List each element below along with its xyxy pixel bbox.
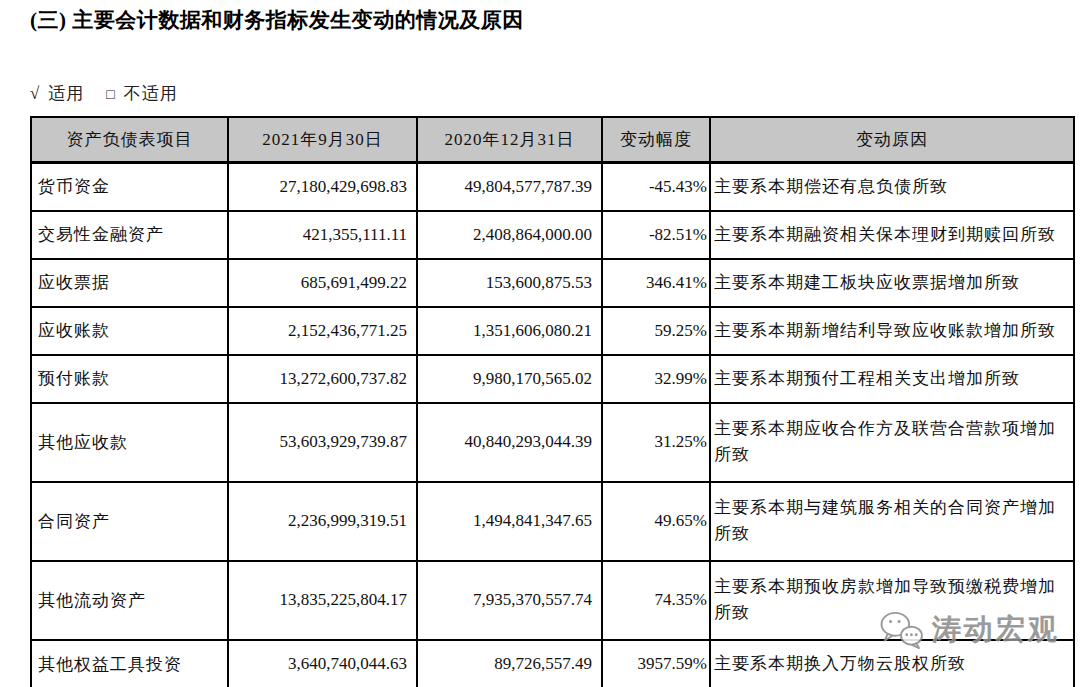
wechat-icon [878,611,924,649]
item-cell: 预付账款 [31,355,228,403]
value-2021-cell: 3,640,740,044.63 [228,640,417,687]
watermark: 涛动宏观 [878,610,1060,650]
value-2021-cell: 13,272,600,737.82 [228,355,417,403]
item-cell: 合同资产 [31,482,228,561]
item-cell: 应收账款 [31,307,228,355]
change-cell: 59.25% [602,307,710,355]
value-2021-cell: 2,152,436,771.25 [228,307,417,355]
applicability-line: √ 适用 □ 不适用 [30,82,178,105]
item-cell: 货币资金 [31,163,228,211]
change-cell: -82.51% [602,211,710,259]
table-row: 货币资金27,180,429,698.8349,804,577,787.39-4… [31,163,1074,211]
watermark-text: 涛动宏观 [932,610,1060,650]
change-cell: -45.43% [602,163,710,211]
value-2021-cell: 27,180,429,698.83 [228,163,417,211]
value-2021-cell: 2,236,999,319.51 [228,482,417,561]
applicable-label: 适用 [48,82,84,105]
change-cell: 74.35% [602,561,710,640]
item-cell: 其他权益工具投资 [31,640,228,687]
item-cell: 交易性金融资产 [31,211,228,259]
item-cell: 其他应收款 [31,403,228,482]
value-2020-cell: 89,726,557.49 [417,640,602,687]
reason-cell: 主要系本期应收合作方及联营合营款项增加所致 [710,403,1074,482]
reason-cell: 主要系本期预付工程相关支出增加所致 [710,355,1074,403]
table-row: 交易性金融资产421,355,111.112,408,864,000.00-82… [31,211,1074,259]
value-2020-cell: 1,494,841,347.65 [417,482,602,561]
table-row: 预付账款13,272,600,737.829,980,170,565.0232.… [31,355,1074,403]
header-reason: 变动原因 [710,117,1074,163]
change-cell: 346.41% [602,259,710,307]
reason-cell: 主要系本期偿还有息负债所致 [710,163,1074,211]
balance-sheet-change-table: 资产负债表项目 2021年9月30日 2020年12月31日 变动幅度 变动原因… [30,116,1075,687]
header-2020: 2020年12月31日 [417,117,602,163]
value-2020-cell: 153,600,875.53 [417,259,602,307]
value-2020-cell: 9,980,170,565.02 [417,355,602,403]
value-2020-cell: 49,804,577,787.39 [417,163,602,211]
table-row: 合同资产2,236,999,319.511,494,841,347.6549.6… [31,482,1074,561]
reason-cell: 主要系本期融资相关保本理财到期赎回所致 [710,211,1074,259]
change-cell: 49.65% [602,482,710,561]
table-row: 其他应收款53,603,929,739.8740,840,293,044.393… [31,403,1074,482]
change-cell: 31.25% [602,403,710,482]
table-row: 应收账款2,152,436,771.251,351,606,080.2159.2… [31,307,1074,355]
table-row: 应收票据685,691,499.22153,600,875.53346.41%主… [31,259,1074,307]
check-mark-icon: √ [30,84,40,104]
value-2021-cell: 421,355,111.11 [228,211,417,259]
value-2021-cell: 53,603,929,739.87 [228,403,417,482]
header-change: 变动幅度 [602,117,710,163]
value-2021-cell: 685,691,499.22 [228,259,417,307]
header-2021: 2021年9月30日 [228,117,417,163]
table-header: 资产负债表项目 2021年9月30日 2020年12月31日 变动幅度 变动原因 [31,117,1074,163]
reason-cell: 主要系本期与建筑服务相关的合同资产增加所致 [710,482,1074,561]
header-row: 资产负债表项目 2021年9月30日 2020年12月31日 变动幅度 变动原因 [31,117,1074,163]
change-cell: 3957.59% [602,640,710,687]
header-item: 资产负债表项目 [31,117,228,163]
reason-cell: 主要系本期新增结利导致应收账款增加所致 [710,307,1074,355]
value-2020-cell: 1,351,606,080.21 [417,307,602,355]
value-2021-cell: 13,835,225,804.17 [228,561,417,640]
table-body: 货币资金27,180,429,698.8349,804,577,787.39-4… [31,163,1074,687]
section-title: (三) 主要会计数据和财务指标发生变动的情况及原因 [30,6,524,34]
item-cell: 其他流动资产 [31,561,228,640]
report-page: (三) 主要会计数据和财务指标发生变动的情况及原因 √ 适用 □ 不适用 资产负… [0,0,1080,687]
checkbox-empty-icon: □ [106,87,115,103]
change-cell: 32.99% [602,355,710,403]
value-2020-cell: 40,840,293,044.39 [417,403,602,482]
reason-cell: 主要系本期建工板块应收票据增加所致 [710,259,1074,307]
not-applicable-label: 不适用 [124,82,178,105]
item-cell: 应收票据 [31,259,228,307]
value-2020-cell: 2,408,864,000.00 [417,211,602,259]
value-2020-cell: 7,935,370,557.74 [417,561,602,640]
